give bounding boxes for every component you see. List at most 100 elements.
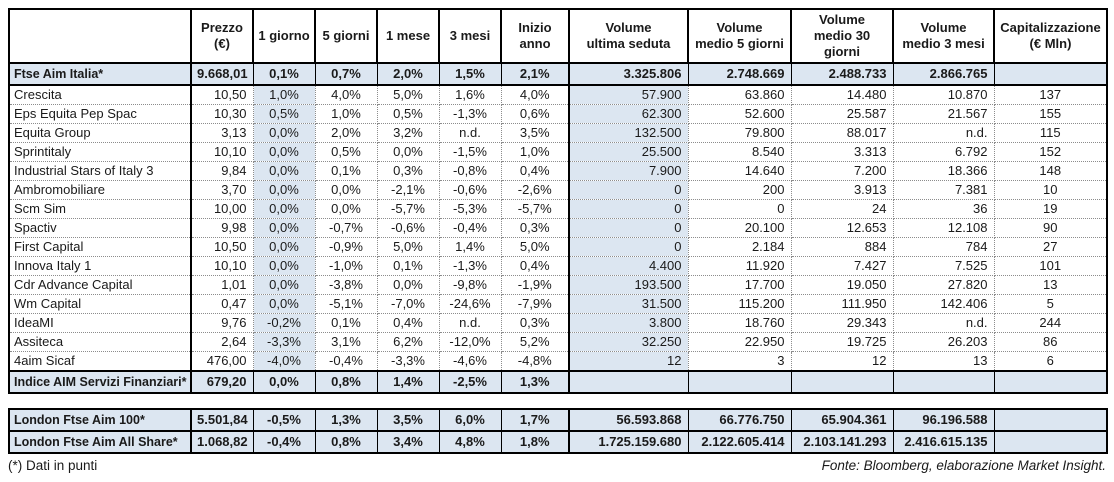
cell: 0,0% (252, 123, 316, 143)
table-gap (8, 394, 1106, 408)
column-header: Volume medio 3 mesi (892, 8, 995, 64)
cell: 0,0% (376, 275, 440, 295)
column-header: Volume medio 5 giorni (687, 8, 792, 64)
cell: 2.488.733 (790, 62, 894, 86)
cell: 0,1% (314, 161, 378, 181)
cell: 0,1% (314, 313, 378, 333)
cell: 19.725 (790, 332, 894, 352)
cell: 1.068,82 (190, 430, 254, 454)
cell: -4,0% (252, 351, 316, 372)
cell: n.d. (892, 123, 995, 143)
cell: 2.122.605.414 (687, 430, 792, 454)
cell: 14.640 (687, 161, 792, 181)
cell: 7.900 (568, 161, 689, 181)
column-header: 5 giorni (314, 8, 378, 64)
cell: 3.325.806 (568, 62, 689, 86)
cell: -2,5% (438, 370, 502, 394)
footer: (*) Dati in punti Fonte: Bloomberg, elab… (8, 458, 1106, 473)
cell: 142.406 (892, 294, 995, 314)
cell: n.d. (892, 313, 995, 333)
cell: 0,1% (252, 62, 316, 86)
cell: -0,4% (438, 218, 502, 238)
cell: 25.500 (568, 142, 689, 162)
cell: 5.501,84 (190, 408, 254, 432)
column-header: 1 giorno (252, 8, 316, 64)
cell: 10.870 (892, 84, 995, 105)
cell: 7.381 (892, 180, 995, 200)
cell (568, 370, 689, 394)
table-row: Assiteca 2,64 -3,3% 3,1% 6,2% -12,0% 5,2% 32.25… (8, 332, 1108, 352)
cell: 0 (568, 199, 689, 219)
cell: 155 (993, 104, 1108, 124)
cell: 884 (790, 237, 894, 257)
cell: 3.800 (568, 313, 689, 333)
cell: 6.792 (892, 142, 995, 162)
column-header: Volume ultima seduta (568, 8, 689, 64)
header-row: Prezzo (€) 1 giorno 5 giorni 1 mese 3 mesi In… (8, 8, 1108, 64)
cell: 6,0% (438, 408, 502, 432)
cell: 63.860 (687, 84, 792, 105)
cell: 101 (993, 256, 1108, 276)
cell: 0 (568, 180, 689, 200)
table-row: First Capital 10,50 0,0% -0,9% 5,0% 1,4% 5,0% 0… (8, 237, 1108, 257)
cell (993, 62, 1108, 86)
row-label: First Capital (8, 237, 192, 257)
cell: 7.200 (790, 161, 894, 181)
cell: 137 (993, 84, 1108, 105)
cell: 10,00 (190, 199, 254, 219)
row-label: 4aim Sicaf (8, 351, 192, 372)
cell: 2,64 (190, 332, 254, 352)
row-label: London Ftse Aim 100* (8, 408, 192, 432)
source-note: Fonte: Bloomberg, elaborazione Market In… (821, 458, 1106, 473)
cell: -0,6% (376, 218, 440, 238)
cell: 1,3% (500, 370, 570, 394)
row-label: Wm Capital (8, 294, 192, 314)
cell: 5,0% (376, 84, 440, 105)
cell (993, 430, 1108, 454)
cell: 12 (568, 351, 689, 372)
cell: 90 (993, 218, 1108, 238)
corner-cell (8, 8, 192, 64)
table-row: London Ftse Aim 100* 5.501,84 -0,5% 1,3% 3,5… (8, 408, 1108, 432)
cell: 12.653 (790, 218, 894, 238)
cell: 52.600 (687, 104, 792, 124)
cell: 0,0% (252, 199, 316, 219)
table-row: Spactiv 9,98 0,0% -0,7% -0,6% -0,4% 0,3% 0 20.10… (8, 218, 1108, 238)
row-label: Ftse Aim Italia* (8, 62, 192, 86)
cell: -1,5% (438, 142, 502, 162)
cell: 3.313 (790, 142, 894, 162)
cell: 17.700 (687, 275, 792, 295)
cell: 784 (892, 237, 995, 257)
cell: 132.500 (568, 123, 689, 143)
cell: 4,0% (314, 84, 378, 105)
cell: 27 (993, 237, 1108, 257)
cell: 2.184 (687, 237, 792, 257)
cell: -7,9% (500, 294, 570, 314)
cell: 6,2% (376, 332, 440, 352)
cell: -2,6% (500, 180, 570, 200)
cell: 111.950 (790, 294, 894, 314)
column-header: Capitalizzazione (€ Mln) (993, 8, 1108, 64)
cell (892, 370, 995, 394)
cell: 79.800 (687, 123, 792, 143)
cell: -0,5% (252, 408, 316, 432)
cell: 36 (892, 199, 995, 219)
table-row: 4aim Sicaf 476,00 -4,0% -0,4% -3,3% -4,6% -4,8… (8, 351, 1108, 372)
row-label: Equita Group (8, 123, 192, 143)
cell: 4,8% (438, 430, 502, 454)
column-header: 3 mesi (438, 8, 502, 64)
cell: 3,5% (376, 408, 440, 432)
cell: 65.904.361 (790, 408, 894, 432)
table-row: Indice AIM Servizi Finanziari* 679,20 0,0%… (8, 370, 1108, 394)
cell: n.d. (438, 313, 502, 333)
cell: 0,0% (252, 275, 316, 295)
cell: -0,4% (314, 351, 378, 372)
cell: -5,1% (314, 294, 378, 314)
cell: 0,0% (252, 256, 316, 276)
cell: -1,9% (500, 275, 570, 295)
column-header: 1 mese (376, 8, 440, 64)
cell (790, 370, 894, 394)
cell: 12.108 (892, 218, 995, 238)
cell: 148 (993, 161, 1108, 181)
